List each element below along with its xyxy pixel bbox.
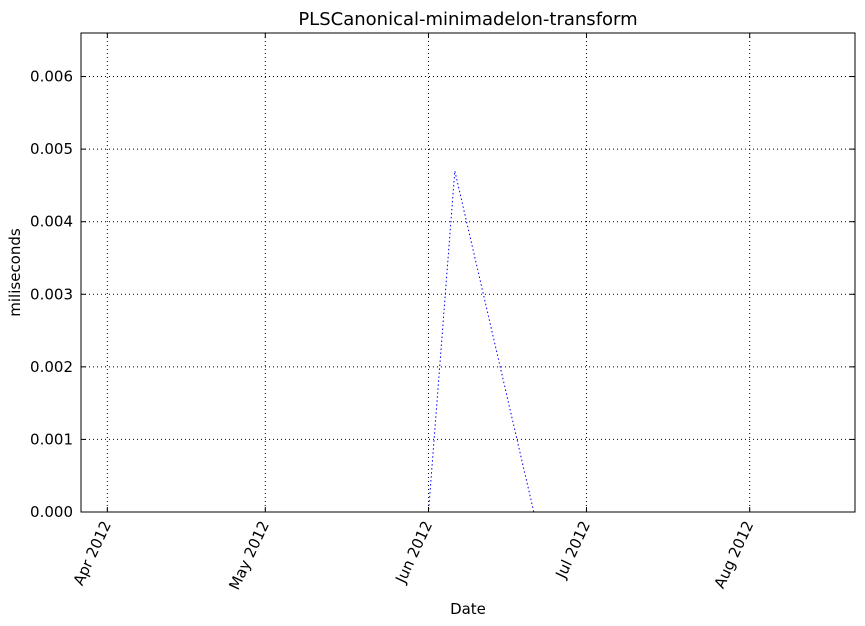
ticks: 0.000 0.001 0.002 0.003 0.004 0.005 0.006 Apr 2… [30, 33, 855, 593]
y-tick-label: 0.002 [30, 358, 73, 376]
y-tick-label: 0.004 [30, 213, 73, 231]
y-tick-label: 0.006 [30, 68, 73, 86]
plot-frame [80, 32, 856, 513]
x-tick-label: Aug 2012 [710, 518, 757, 591]
y-axis-label: miliseconds [6, 228, 24, 317]
chart-title: PLSCanonical-minimadelon-transform [298, 9, 637, 30]
series-line [239, 170, 697, 513]
x-axis-label: Date [450, 600, 486, 618]
x-tick-label: May 2012 [225, 518, 273, 593]
y-tick-label: 0.001 [30, 430, 73, 448]
series-layer [238, 170, 698, 513]
x-tick-label: Jul 2012 [552, 518, 595, 582]
y-tick-label: 0.003 [30, 285, 73, 303]
x-tick-label: Jun 2012 [391, 518, 436, 587]
y-tick-label: 0.005 [30, 140, 73, 158]
grid [81, 33, 855, 513]
y-tick-label: 0.000 [30, 503, 73, 521]
x-tick-label: Apr 2012 [70, 518, 115, 588]
